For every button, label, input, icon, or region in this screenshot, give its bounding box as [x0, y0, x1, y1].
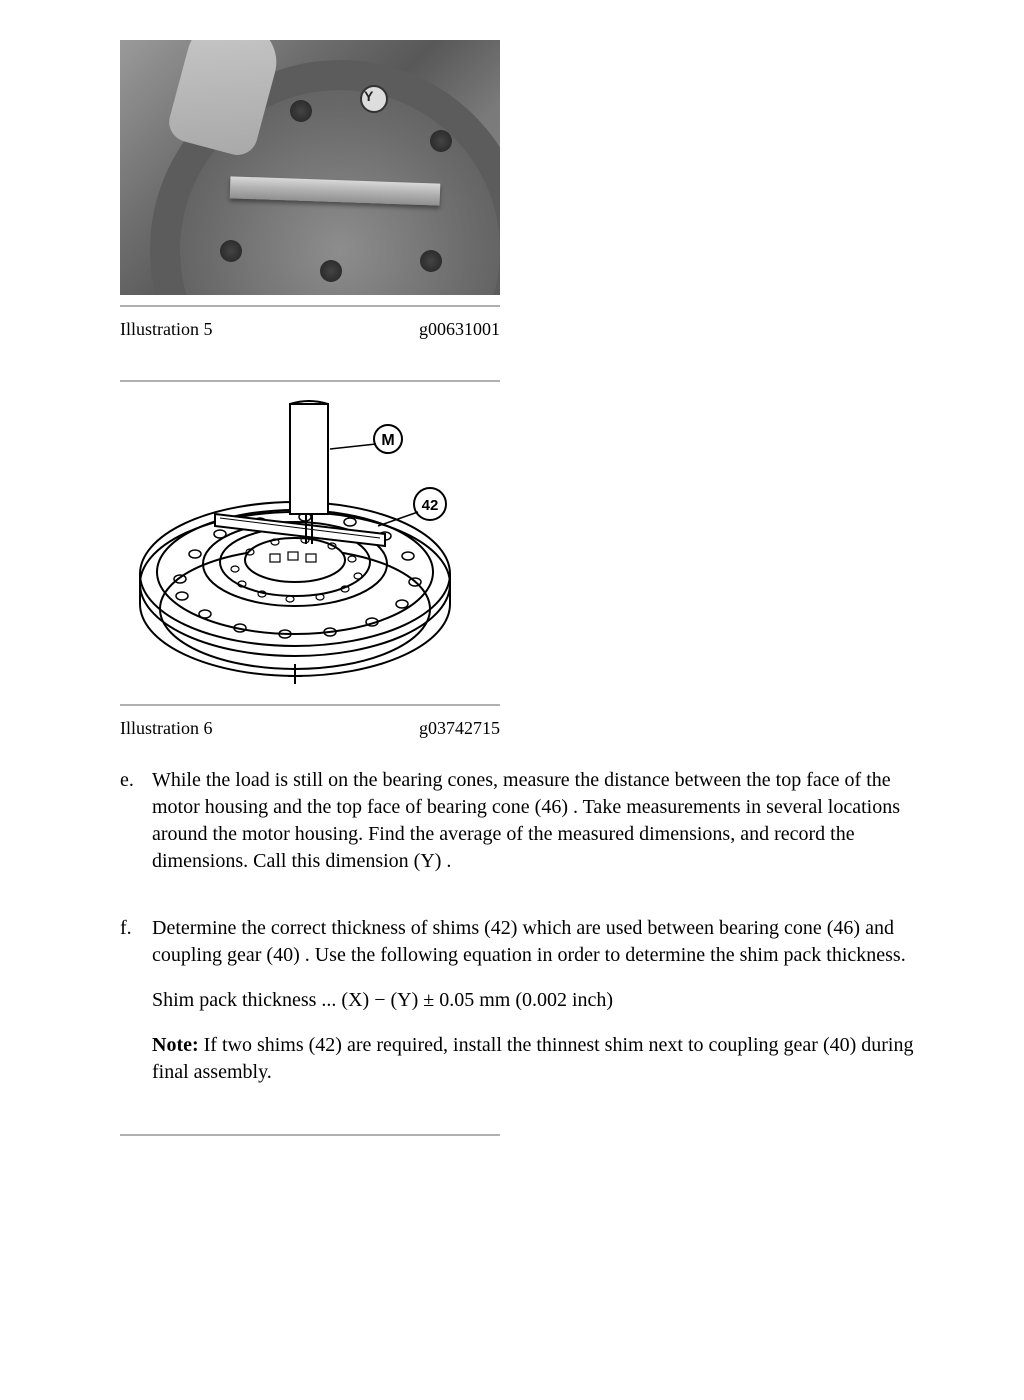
figure-divider — [120, 305, 500, 307]
step-marker: e. — [120, 767, 152, 893]
figure-divider — [120, 704, 500, 706]
illustration-6-diagram: M 42 — [120, 394, 500, 694]
step-e-text: While the load is still on the bearing c… — [152, 767, 924, 875]
step-marker: f. — [120, 915, 152, 1104]
illustration-6-figure: M 42 Illustration 6 g03742715 — [120, 380, 924, 739]
step-f-p1: Determine the correct thickness of shims… — [152, 915, 924, 969]
illustration-5-caption: Illustration 5 g00631001 — [120, 319, 500, 340]
caption-label: Illustration 6 — [120, 718, 213, 739]
step-f: f. Determine the correct thickness of sh… — [120, 915, 924, 1104]
step-f-equation: Shim pack thickness ... (X) − (Y) ± 0.05… — [152, 987, 924, 1014]
caption-id: g00631001 — [419, 319, 500, 340]
section-divider — [120, 1134, 500, 1136]
illustration-6-caption: Illustration 6 g03742715 — [120, 718, 500, 739]
caption-label: Illustration 5 — [120, 319, 213, 340]
callout-m-text: M — [381, 432, 394, 449]
illustration-5-figure: Y Illustration 5 g00631001 — [120, 40, 924, 340]
step-f-note: Note: If two shims (42) are required, in… — [152, 1032, 924, 1086]
step-e: e. While the load is still on the bearin… — [120, 767, 924, 893]
callout-42-text: 42 — [422, 497, 439, 514]
note-text: If two shims (42) are required, install … — [152, 1034, 913, 1083]
caption-id: g03742715 — [419, 718, 500, 739]
figure-divider-top — [120, 380, 500, 382]
note-label: Note: — [152, 1034, 199, 1056]
marker-y: Y — [364, 88, 373, 104]
illustration-5-photo: Y — [120, 40, 500, 295]
